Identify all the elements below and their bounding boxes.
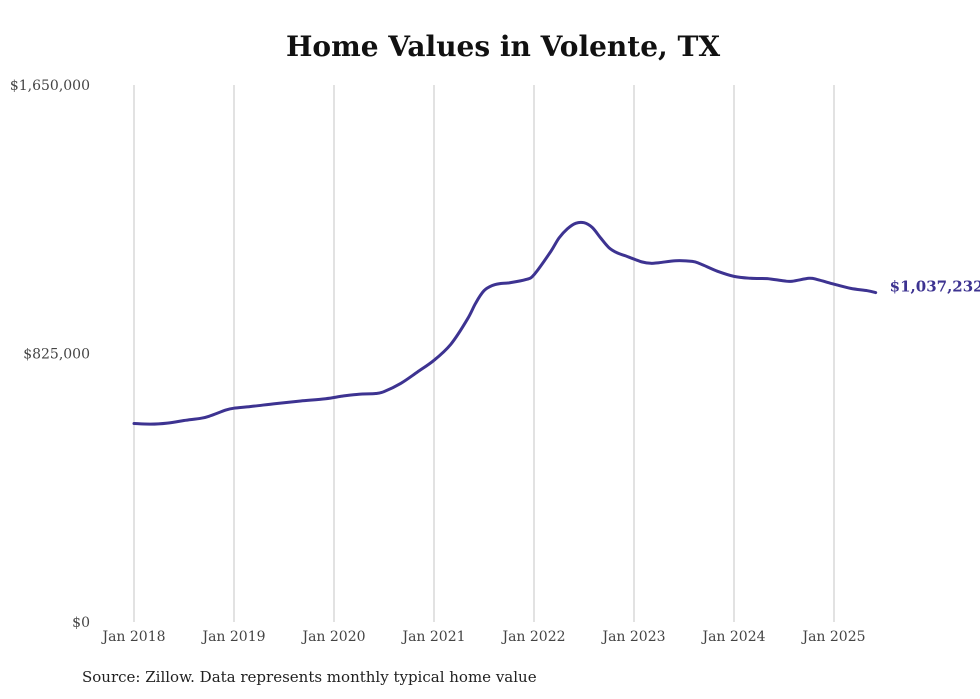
x-tick-label: Jan 2024	[700, 629, 765, 645]
x-tick-label: Jan 2023	[600, 629, 665, 645]
y-tick-label: $1,650,000	[10, 78, 90, 94]
y-tick-label: $825,000	[23, 347, 90, 363]
x-tick-label: Jan 2020	[300, 629, 365, 645]
chart-title: Home Values in Volente, TX	[285, 30, 721, 63]
source-note: Source: Zillow. Data represents monthly …	[82, 668, 537, 686]
x-tick-label: Jan 2021	[400, 629, 465, 645]
x-tick-label: Jan 2018	[100, 629, 165, 645]
x-tick-label: Jan 2019	[200, 629, 265, 645]
end-value-label: $1,037,232	[890, 278, 980, 296]
x-tick-label: Jan 2022	[500, 629, 565, 645]
x-tick-label: Jan 2025	[800, 629, 865, 645]
y-tick-label: $0	[72, 615, 90, 631]
series-line	[132, 220, 878, 426]
